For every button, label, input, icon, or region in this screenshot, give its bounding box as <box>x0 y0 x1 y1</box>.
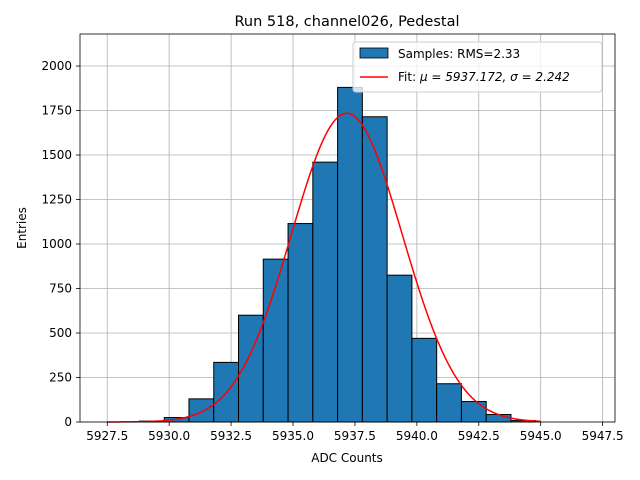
x-tick-label: 5937.5 <box>334 429 376 443</box>
fit-curve <box>107 112 541 423</box>
x-tick-label: 5945.0 <box>520 429 562 443</box>
legend: Samples: RMS=2.33 Fit: μ = 5937.172, σ =… <box>352 41 603 93</box>
y-axis-ticks: 0 250 500 750 1000 1250 1500 1750 2000 <box>41 59 80 429</box>
y-tick-label: 1750 <box>41 104 72 118</box>
histogram-bar <box>287 223 314 423</box>
y-tick-label: 500 <box>49 326 72 340</box>
x-tick-label: 5942.5 <box>458 429 500 443</box>
histogram-bar <box>436 383 462 423</box>
y-tick-label: 1000 <box>41 237 72 251</box>
histogram-bar <box>411 337 438 423</box>
chart-title: Run 518, channel026, Pedestal <box>234 14 459 30</box>
plot-frame <box>79 33 616 423</box>
y-tick-label: 750 <box>49 282 72 296</box>
legend-fit-prefix: Fit: <box>398 70 420 84</box>
histogram-bar <box>361 116 388 423</box>
legend-samples-swatch <box>359 47 389 59</box>
histogram-bar <box>386 274 413 423</box>
histogram-bar <box>337 86 363 423</box>
x-tick-label: 5930.0 <box>148 429 190 443</box>
x-tick-label: 5932.5 <box>210 429 252 443</box>
histogram-bar <box>188 398 215 423</box>
histogram-bar <box>460 401 487 423</box>
y-tick-label: 1500 <box>41 148 72 162</box>
legend-box <box>352 41 603 93</box>
x-tick-label: 5940.0 <box>396 429 438 443</box>
x-tick-label: 5947.5 <box>582 429 624 443</box>
legend-samples-label: Samples: RMS=2.33 <box>398 47 520 61</box>
y-tick-label: 1250 <box>41 193 72 207</box>
legend-fit-params: μ = 5937.172, σ = 2.242 <box>419 70 570 84</box>
y-tick-label: 0 <box>64 415 72 429</box>
y-axis-label: Entries <box>15 207 29 249</box>
legend-fit-label: Fit: μ = 5937.172, σ = 2.242 <box>398 70 570 84</box>
y-tick-label: 250 <box>49 371 72 385</box>
histogram-bar <box>312 161 339 423</box>
x-tick-label: 5927.5 <box>86 429 128 443</box>
x-axis-label: ADC Counts <box>311 451 383 465</box>
histogram-bar <box>485 414 512 423</box>
y-tick-label: 2000 <box>41 59 72 73</box>
x-tick-label: 5935.0 <box>272 429 314 443</box>
x-axis-ticks: 5927.5 5930.0 5932.5 5935.0 5937.5 5940.0 5942… <box>86 422 624 443</box>
